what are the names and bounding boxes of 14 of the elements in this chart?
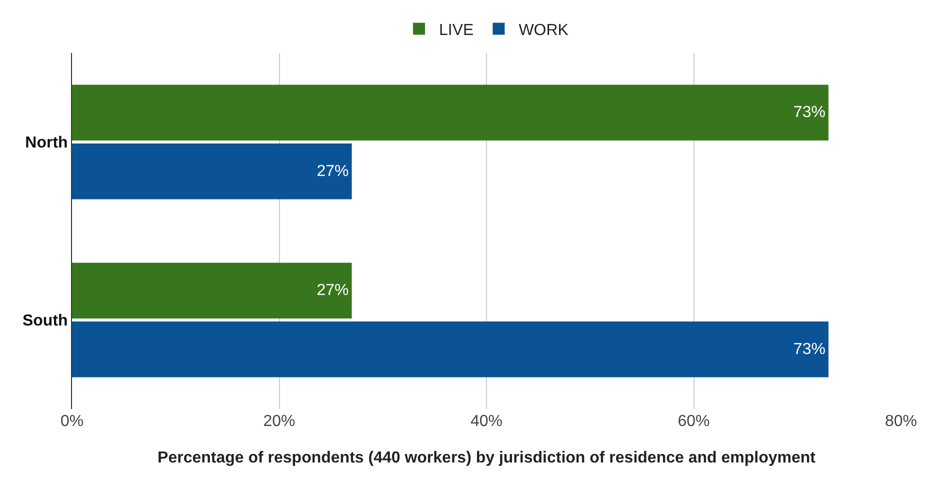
y-tick-label: North [25, 134, 68, 152]
data-label: 73% [793, 340, 826, 358]
legend-label: WORK [518, 22, 569, 40]
x-axis-title: Percentage of respondents (440 workers) by jurisdiction of residence and employment [158, 450, 816, 467]
data-label: 73% [793, 104, 826, 122]
legend-label: LIVE [439, 22, 474, 40]
y-tick-label: South [22, 312, 68, 330]
x-tick-label: 60% [678, 413, 710, 430]
x-tick-label: 80% [884, 413, 918, 430]
x-tick-label: 40% [470, 413, 503, 430]
x-tick-label: 0% [60, 413, 84, 430]
data-label: 27% [316, 282, 349, 300]
data-label: 27% [316, 162, 349, 180]
x-tick-label: 20% [263, 413, 296, 430]
